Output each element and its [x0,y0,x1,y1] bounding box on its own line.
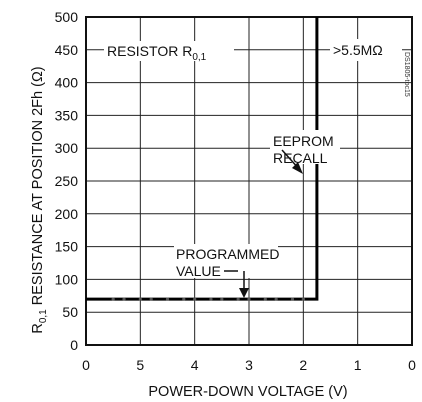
resistor-label: RESISTOR R0,1 [107,43,207,63]
y-axis-label: R0,1 RESISTANCE AT POSITION 2Fh (Ω) [30,66,49,333]
x-tick-labels: 0 5 4 3 2 1 0 [82,357,416,373]
x-tick-label: 4 [191,357,199,373]
data-point [193,297,197,301]
doc-code: DS1805-toc15 [403,52,410,97]
data-point [220,297,224,301]
data-point [149,297,153,301]
y-tick-label: 0 [70,337,78,353]
y-tick-label: 100 [55,271,79,287]
data-point [209,297,213,301]
programmed-arrow-head [239,288,249,298]
data-point [122,297,126,301]
eeprom-label-line1: EEPROM [273,133,334,149]
programmed-label-bg [174,244,278,278]
y-tick-label: 400 [55,75,79,91]
data-point [274,297,278,301]
y-tick-label: 500 [55,9,79,25]
x-tick-label: 2 [299,357,307,373]
data-point [263,297,267,301]
overflow-label-bg [330,39,402,61]
resistor-label-bg [104,41,234,61]
programmed-label-line1: PROGRAMMED [176,246,279,262]
data-point [301,297,305,301]
data-point [247,297,251,301]
y-tick-labels: 0 50 100 150 200 250 300 350 400 450 500 [55,9,79,353]
plot-frame [85,16,413,346]
y-tick-label: 450 [55,42,79,58]
data-point [111,297,115,301]
y-tick-label: 350 [55,107,79,123]
y-tick-label: 250 [55,173,79,189]
data-point [165,297,170,301]
x-axis-label: POWER-DOWN VOLTAGE (V) [148,384,347,400]
data-point [138,297,142,301]
eeprom-label-line2: RECALL [273,150,328,166]
data-point [182,297,186,301]
annotations: RESISTOR R0,1 >5.5MΩ DS1805-toc15 EEPROM… [104,39,410,298]
programmed-label-line2: VALUE [176,263,221,279]
y-tick-label: 50 [62,304,78,320]
y-tick-label: 300 [55,140,79,156]
data-point [236,297,240,301]
data-point [290,297,295,301]
y-tick-label: 150 [55,239,79,255]
eeprom-label-bg [270,130,340,164]
x-tick-label: 1 [354,357,362,373]
y-tick-label: 200 [55,206,79,222]
x-tick-label: 0 [82,357,90,373]
eeprom-arrow-head [292,162,303,174]
plot-border [85,16,413,346]
x-tick-label: 0 [408,357,416,373]
series-layer [86,17,319,301]
x-tick-label: 5 [136,357,144,373]
overflow-label: >5.5MΩ [333,42,383,58]
grid [85,16,413,346]
x-tick-label: 3 [245,357,253,373]
